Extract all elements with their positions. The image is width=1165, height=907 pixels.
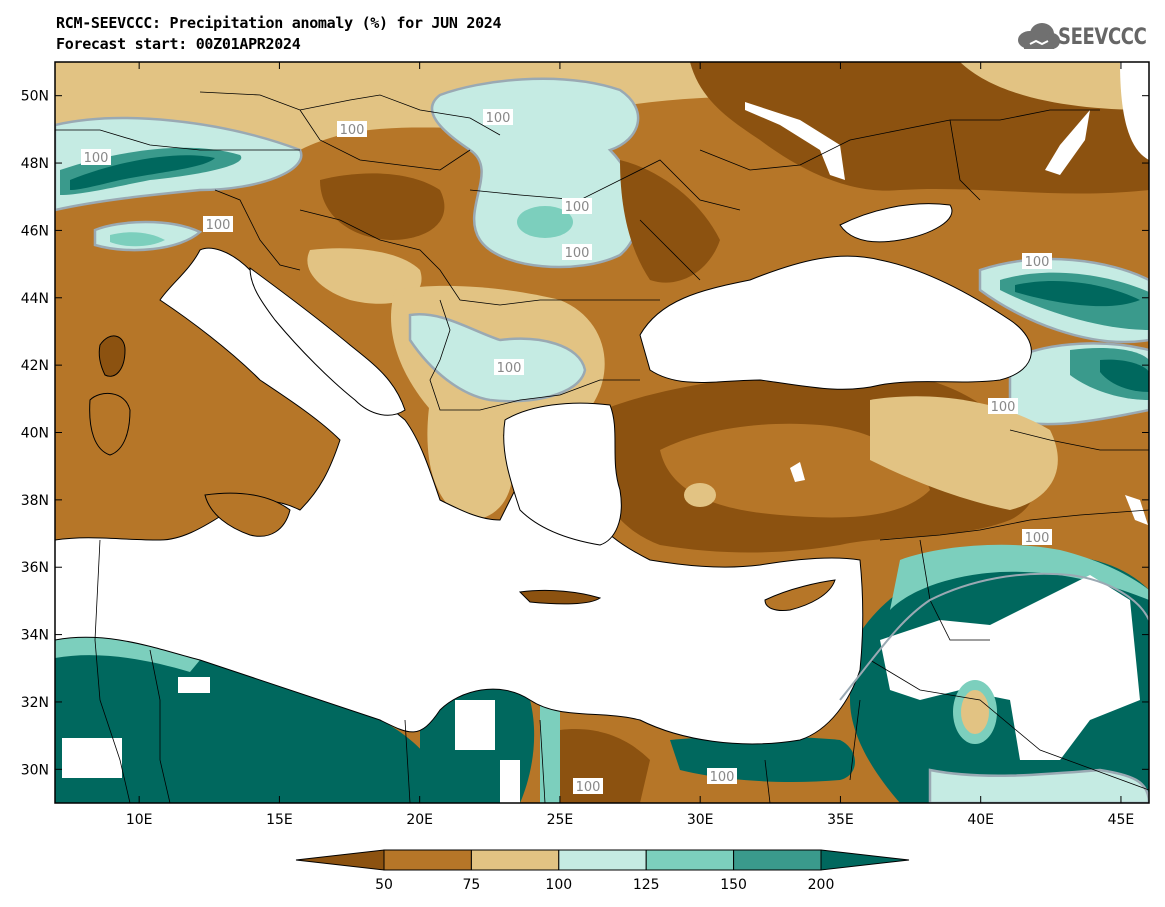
caspian-edge	[1120, 62, 1149, 160]
colorbar-bin	[558, 849, 647, 871]
map-fields	[55, 62, 1149, 803]
azov-crimea	[839, 203, 953, 243]
contour-label-bg	[1022, 253, 1052, 269]
colorbar-bin	[470, 849, 560, 871]
y-tick-label: 42N	[21, 358, 49, 374]
contour-label: 100	[1025, 255, 1050, 270]
contour-label-bg	[203, 216, 233, 232]
contour-label: 100	[206, 218, 231, 233]
colorbar-bin	[383, 849, 472, 871]
colorbar-label: 150	[720, 877, 747, 893]
black-sea	[639, 255, 1032, 390]
logo-text: SEEVCCC	[1058, 25, 1147, 50]
cyprus	[764, 579, 836, 611]
y-tick-label: 40N	[21, 426, 49, 442]
x-tick-label: 20E	[406, 812, 433, 828]
x-tick-label: 30E	[687, 812, 714, 828]
contour-label: 100	[710, 770, 735, 785]
contour-label: 100	[991, 400, 1016, 415]
adriatic-sea	[249, 267, 406, 416]
colorbar-label: 50	[375, 877, 393, 893]
x-tick-label: 15E	[266, 812, 293, 828]
forecast-start-label: Forecast start: 00Z01APR2024	[56, 35, 301, 53]
colorbar-label: 200	[808, 877, 835, 893]
y-tick-label: 44N	[21, 291, 49, 307]
cloud-logo-icon	[1018, 23, 1060, 49]
aegean-sea	[503, 402, 622, 546]
contour-label-bg	[988, 398, 1018, 414]
contour-labels: 100 100 100 100 100 100 100 100 100 100 100 100	[81, 109, 1052, 795]
contour-label: 100	[84, 151, 109, 166]
contour-label-bg	[494, 359, 524, 375]
contour-label: 100	[486, 111, 511, 126]
colorbar-bin	[733, 849, 822, 871]
x-tick-label: 10E	[126, 812, 153, 828]
contour-label-bg	[81, 149, 111, 165]
sicily	[204, 492, 291, 537]
y-tick-label: 46N	[21, 223, 49, 239]
sardinia	[89, 392, 131, 456]
contour-label: 100	[576, 780, 601, 795]
contour-label-bg	[337, 121, 367, 137]
y-axis: 50N 48N 46N 44N 42N 40N 38N 36N 34N 32N 30N	[21, 89, 1149, 778]
contour-label: 100	[1025, 531, 1050, 546]
crete	[518, 589, 602, 605]
contour-label: 100	[497, 361, 522, 376]
x-tick-label: 45E	[1108, 812, 1135, 828]
contour-label: 100	[565, 200, 590, 215]
contour-label-bg	[562, 198, 592, 214]
contour-label-bg	[483, 109, 513, 125]
y-tick-label: 36N	[21, 560, 49, 576]
colorbar: 50 75 100 125 150 200	[295, 849, 910, 893]
y-tick-label: 50N	[21, 89, 49, 105]
contour-label-bg	[707, 768, 737, 784]
colorbar-label: 125	[633, 877, 660, 893]
colorbar-bin	[645, 849, 735, 871]
colorbar-label: 100	[545, 877, 572, 893]
contour-label-bg	[562, 244, 592, 260]
contour-label-bg	[573, 778, 603, 794]
colorbar-bin-low	[295, 849, 385, 871]
contour-label-bg	[1022, 529, 1052, 545]
x-tick-label: 25E	[547, 812, 574, 828]
contour-label: 100	[565, 246, 590, 261]
corsica	[98, 335, 126, 377]
y-tick-label: 38N	[21, 493, 49, 509]
y-tick-label: 34N	[21, 628, 49, 644]
colorbar-label: 75	[462, 877, 480, 893]
y-tick-label: 48N	[21, 156, 49, 172]
country-borders	[55, 91, 1149, 803]
x-tick-label: 35E	[827, 812, 854, 828]
map-title: RCM-SEEVCCC: Precipitation anomaly (%) f…	[56, 14, 502, 32]
x-tick-label: 40E	[967, 812, 994, 828]
contour-label: 100	[340, 123, 365, 138]
y-tick-label: 32N	[21, 695, 49, 711]
y-tick-label: 30N	[21, 762, 49, 778]
colorbar-bin-high	[820, 849, 910, 871]
x-axis: 10E 15E 20E 25E 30E 35E 40E 45E	[126, 62, 1134, 828]
